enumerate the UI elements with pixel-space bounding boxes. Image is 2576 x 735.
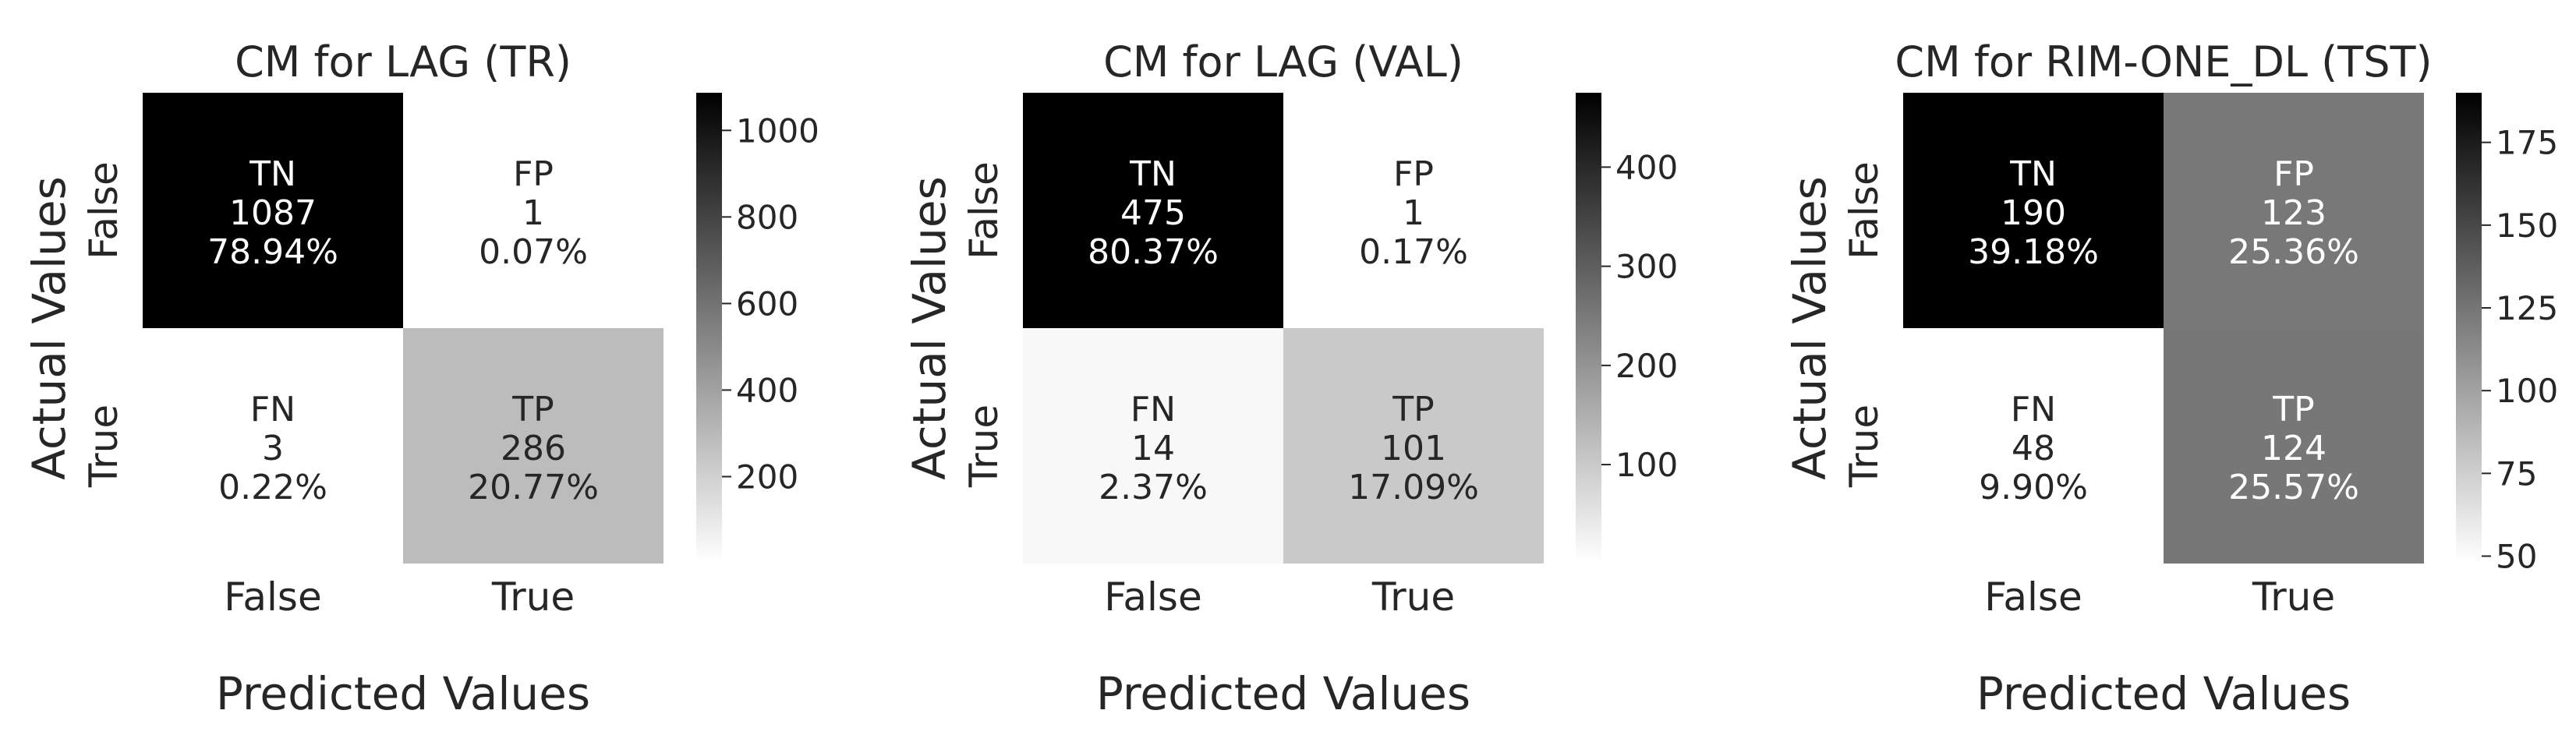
cell-percent: 2.37% <box>1099 468 1208 507</box>
cell-count: 1087 <box>229 193 317 233</box>
cell-count: 14 <box>1131 429 1175 468</box>
colorbar-tick-label: 125 <box>2496 289 2558 327</box>
y-axis-label: Actual Values <box>1783 176 1836 480</box>
colorbar <box>2456 93 2482 563</box>
heatmap-cell <box>1023 93 1283 328</box>
cell-percent: 17.09% <box>1348 468 1479 507</box>
cell-percent: 78.94% <box>207 232 338 272</box>
confusion-matrix-panel-3: CM for RIM-ONE_DL (TST)TN19039.18%FP1232… <box>1783 37 2558 720</box>
cell-label: TP <box>511 390 554 429</box>
cell-percent: 0.07% <box>479 232 588 272</box>
heatmap-cell <box>1903 93 2164 328</box>
cell-percent: 9.90% <box>1979 468 2088 507</box>
heatmap-cell <box>1903 328 2164 564</box>
cell-label: FP <box>513 154 554 194</box>
colorbar <box>696 93 722 563</box>
chart-title: CM for LAG (VAL) <box>1103 37 1463 87</box>
heatmap-cell <box>2164 328 2424 564</box>
chart-title: CM for RIM-ONE_DL (TST) <box>1895 37 2432 87</box>
cell-label: FN <box>1131 390 1176 429</box>
cell-label: FP <box>1393 154 1434 194</box>
cell-percent: 0.22% <box>218 468 327 507</box>
cell-label: TN <box>249 154 296 194</box>
colorbar-tick-label: 1000 <box>736 111 819 150</box>
cell-label: FN <box>2011 390 2056 429</box>
y-tick-label: True <box>1842 405 1887 488</box>
confusion-matrix-panel-2: CM for LAG (VAL)TN47580.37%FP10.17%FN142… <box>903 37 1678 720</box>
cell-percent: 25.57% <box>2228 468 2359 507</box>
cell-count: 286 <box>501 429 566 468</box>
cell-percent: 0.17% <box>1359 232 1468 272</box>
x-axis-label: Predicted Values <box>1976 667 2351 720</box>
heatmap-cell <box>1283 328 1544 564</box>
colorbar-tick-label: 150 <box>2496 207 2558 245</box>
x-axis-label: Predicted Values <box>216 667 590 720</box>
y-axis-label: Actual Values <box>23 176 76 480</box>
colorbar-tick-label: 600 <box>736 284 798 323</box>
y-axis-label: Actual Values <box>903 176 956 480</box>
colorbar-tick-label: 200 <box>736 458 798 496</box>
x-tick-label: True <box>2252 574 2335 620</box>
y-tick-label: True <box>81 405 126 488</box>
cell-label: TP <box>2272 390 2314 429</box>
colorbar-tick-label: 175 <box>2496 124 2558 162</box>
cell-count: 1 <box>522 193 544 233</box>
chart-title: CM for LAG (TR) <box>235 37 571 87</box>
heatmap-cell <box>403 93 663 328</box>
colorbar-tick-label: 50 <box>2496 538 2537 576</box>
colorbar-tick-label: 300 <box>1615 248 1678 286</box>
colorbar-tick-label: 400 <box>1615 148 1678 186</box>
x-tick-label: True <box>1371 574 1455 620</box>
x-tick-label: False <box>1984 574 2082 620</box>
colorbar <box>1576 93 1601 563</box>
cell-count: 123 <box>2261 193 2327 233</box>
cell-label: TN <box>2009 154 2057 194</box>
cell-count: 475 <box>1120 193 1186 233</box>
cell-count: 1 <box>1403 193 1424 233</box>
y-tick-label: False <box>81 161 126 260</box>
colorbar-tick-label: 800 <box>736 198 798 236</box>
cell-percent: 25.36% <box>2228 232 2359 272</box>
x-axis-label: Predicted Values <box>1096 667 1470 720</box>
colorbar-tick-label: 100 <box>2496 372 2558 410</box>
heatmap-cell <box>1283 93 1544 328</box>
cell-percent: 20.77% <box>468 468 599 507</box>
cell-count: 101 <box>1381 429 1446 468</box>
cell-percent: 80.37% <box>1088 232 1219 272</box>
y-tick-label: True <box>961 405 1007 488</box>
y-tick-label: False <box>961 161 1007 260</box>
heatmap-cell <box>2164 93 2424 328</box>
cell-label: TP <box>1392 390 1434 429</box>
cell-count: 3 <box>262 429 284 468</box>
heatmap-cell <box>143 93 403 328</box>
cell-label: FN <box>250 390 295 429</box>
cell-count: 48 <box>2012 429 2055 468</box>
x-tick-label: False <box>1104 574 1202 620</box>
cell-count: 190 <box>2001 193 2066 233</box>
colorbar-tick-label: 75 <box>2496 454 2537 493</box>
cell-label: TN <box>1129 154 1177 194</box>
heatmap-cell <box>403 328 663 564</box>
colorbar-tick-label: 200 <box>1615 347 1678 385</box>
x-tick-label: True <box>491 574 575 620</box>
heatmap-cell <box>1023 328 1283 564</box>
cell-count: 124 <box>2261 429 2327 468</box>
heatmap-cell <box>143 328 403 564</box>
cell-label: FP <box>2273 154 2314 194</box>
x-tick-label: False <box>224 574 322 620</box>
colorbar-tick-label: 400 <box>736 371 798 409</box>
cell-percent: 39.18% <box>1968 232 2099 272</box>
colorbar-tick-label: 100 <box>1615 446 1678 484</box>
y-tick-label: False <box>1842 161 1887 260</box>
